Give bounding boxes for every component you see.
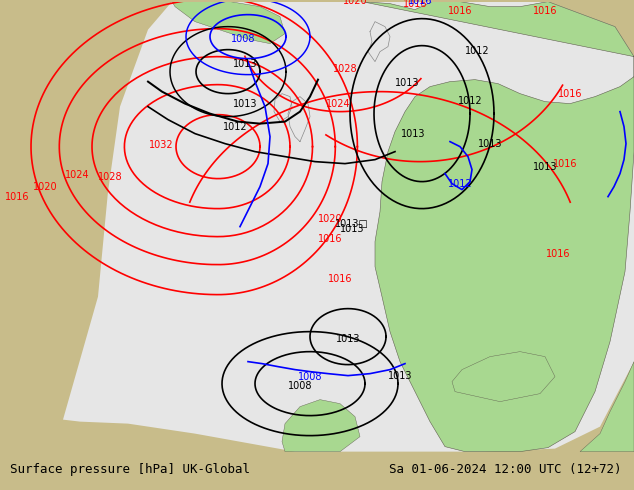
- Text: 1016: 1016: [318, 234, 342, 244]
- Text: 1012: 1012: [223, 122, 247, 132]
- Text: 1032: 1032: [150, 140, 174, 149]
- Text: 1013: 1013: [233, 59, 257, 69]
- Text: 1013: 1013: [336, 334, 360, 343]
- Text: 1020: 1020: [318, 214, 342, 223]
- Polygon shape: [282, 400, 360, 452]
- Text: 1013: 1013: [388, 370, 412, 381]
- Text: Surface pressure [hPa] UK-Global: Surface pressure [hPa] UK-Global: [10, 463, 250, 476]
- Text: 1008: 1008: [298, 371, 322, 382]
- Polygon shape: [63, 1, 634, 452]
- Polygon shape: [362, 1, 634, 452]
- Text: 1016: 1016: [403, 0, 427, 9]
- Text: 1024: 1024: [326, 98, 351, 109]
- Text: 1016: 1016: [553, 159, 577, 169]
- Text: 1013: 1013: [395, 77, 419, 88]
- Text: 1012: 1012: [458, 96, 482, 106]
- Text: 1013: 1013: [401, 129, 425, 139]
- Text: 1013□: 1013□: [335, 219, 369, 229]
- Text: 1012: 1012: [465, 46, 489, 56]
- Text: 1016: 1016: [328, 273, 353, 284]
- Text: 1016: 1016: [546, 248, 570, 259]
- Text: 1008: 1008: [288, 381, 313, 391]
- Text: Sa 01-06-2024 12:00 UTC (12+72): Sa 01-06-2024 12:00 UTC (12+72): [389, 463, 621, 476]
- Text: 1013: 1013: [533, 162, 557, 172]
- Text: 1016: 1016: [533, 5, 557, 16]
- Text: 1020: 1020: [343, 0, 367, 5]
- Text: 1012: 1012: [448, 179, 472, 189]
- Text: 1013: 1013: [478, 139, 502, 148]
- Text: 1008: 1008: [231, 34, 256, 44]
- Text: 1016: 1016: [448, 5, 472, 16]
- Text: 1016: 1016: [408, 0, 432, 5]
- Text: 1024: 1024: [65, 170, 90, 180]
- Text: 1028: 1028: [98, 172, 122, 182]
- Polygon shape: [452, 352, 555, 402]
- Polygon shape: [172, 1, 285, 44]
- Text: 1013: 1013: [233, 98, 257, 109]
- Text: 1028: 1028: [333, 64, 358, 74]
- Text: 1013: 1013: [340, 223, 365, 234]
- Text: 1016: 1016: [558, 89, 582, 98]
- Polygon shape: [580, 362, 634, 452]
- Text: 1016: 1016: [4, 192, 29, 201]
- Text: 1020: 1020: [33, 182, 57, 192]
